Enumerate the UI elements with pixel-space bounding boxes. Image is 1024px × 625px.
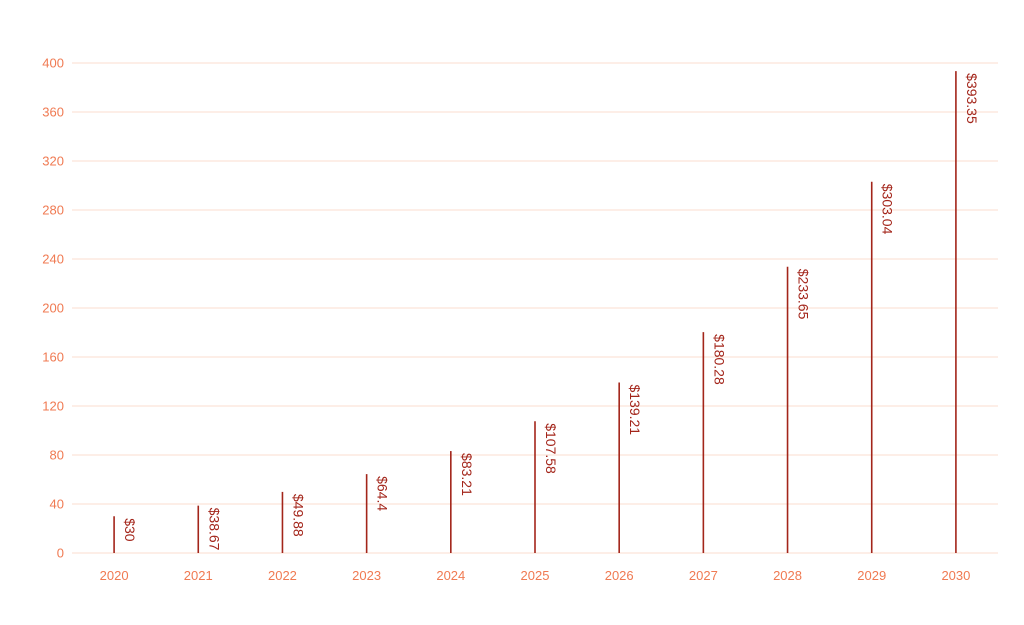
y-tick-label: 400 [42, 56, 64, 71]
x-axis-tick-labels: 2020 2021 2022 2023 2024 2025 2026 2027 2028 2029… [100, 568, 971, 583]
y-tick-label: 80 [50, 448, 64, 463]
data-labels: $30 $38.67 $49.88 $64.4 $83.21 $107.58 $139.21… [122, 73, 980, 551]
data-label: $233.65 [796, 269, 812, 320]
y-tick-label: 280 [42, 203, 64, 218]
y-tick-label: 360 [42, 105, 64, 120]
x-tick-label: 2027 [689, 568, 718, 583]
data-label: $393.35 [964, 73, 980, 124]
data-label: $303.04 [880, 184, 896, 235]
data-label: $180.28 [711, 334, 727, 385]
grid-lines [72, 62, 998, 554]
data-label: $49.88 [290, 494, 306, 537]
data-label: $139.21 [627, 384, 643, 435]
y-tick-label: 240 [42, 252, 64, 267]
data-label: $83.21 [459, 453, 475, 496]
x-tick-label: 2030 [941, 568, 970, 583]
data-label: $38.67 [206, 508, 222, 551]
data-label: $107.58 [543, 423, 559, 474]
x-tick-label: 2020 [100, 568, 129, 583]
x-tick-label: 2024 [436, 568, 465, 583]
x-tick-label: 2028 [773, 568, 802, 583]
x-tick-label: 2029 [857, 568, 886, 583]
y-tick-label: 40 [50, 497, 64, 512]
data-label: $64.4 [375, 476, 391, 511]
bars [113, 71, 957, 553]
x-tick-label: 2026 [605, 568, 634, 583]
x-tick-label: 2022 [268, 568, 297, 583]
y-axis-tick-labels: 0 40 80 120 160 200 240 280 320 360 400 [42, 56, 64, 561]
x-tick-label: 2021 [184, 568, 213, 583]
y-tick-label: 0 [57, 546, 64, 561]
y-tick-label: 320 [42, 154, 64, 169]
y-tick-label: 120 [42, 399, 64, 414]
y-tick-label: 160 [42, 350, 64, 365]
x-tick-label: 2023 [352, 568, 381, 583]
y-tick-label: 200 [42, 301, 64, 316]
data-label: $30 [122, 518, 138, 542]
x-tick-label: 2025 [521, 568, 550, 583]
